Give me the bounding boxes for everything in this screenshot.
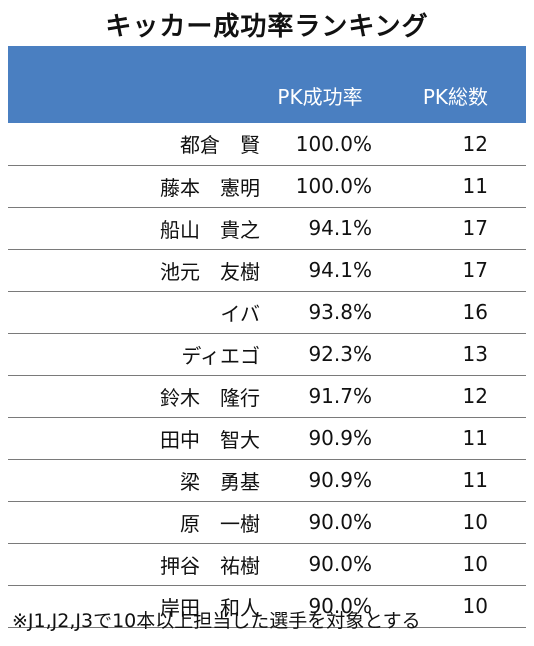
table-row: 梁 勇基 90.9% 11 [8, 459, 526, 501]
success-rate: 90.0% [308, 594, 372, 618]
pk-total: 11 [462, 174, 488, 198]
player-name: 鈴木 隆行 [160, 385, 260, 410]
table-row: 田中 智大 90.9% 11 [8, 417, 526, 459]
success-rate: 90.0% [308, 510, 372, 534]
success-rate: 90.9% [308, 468, 372, 492]
header-total: PK総数 [422, 85, 488, 109]
table-row: イバ 93.8% 16 [8, 291, 526, 333]
table-row: ディエゴ 92.3% 13 [8, 333, 526, 375]
player-name: 押谷 祐樹 [160, 553, 260, 578]
success-rate: 93.8% [308, 300, 372, 324]
player-name: 岸田 和人 [160, 595, 260, 620]
pk-total: 10 [462, 552, 488, 576]
page-title: キッカー成功率ランキング [105, 12, 429, 42]
table-body: 都倉 賢 100.0% 12 藤本 憲明 100.0% 11 船山 貴之 94.1% 17 池元 … [8, 123, 526, 627]
table-row: 船山 貴之 94.1% 17 [8, 207, 526, 249]
player-name: 藤本 憲明 [160, 175, 260, 200]
pk-total: 11 [462, 426, 488, 450]
pk-total: 12 [462, 131, 488, 156]
pk-total: 10 [462, 594, 488, 618]
table-row: 都倉 賢 100.0% 12 [8, 123, 526, 165]
success-rate: 100.0% [295, 131, 372, 156]
pk-total: 12 [462, 384, 488, 408]
pk-total: 11 [462, 468, 488, 492]
success-rate: 90.0% [308, 552, 372, 576]
player-name: ディエゴ [181, 343, 260, 368]
pk-total: 17 [462, 216, 488, 240]
header-name-cell [8, 46, 260, 123]
pk-total: 10 [462, 510, 488, 534]
success-rate: 91.7% [308, 384, 372, 408]
table-row: 押谷 祐樹 90.0% 10 [8, 543, 526, 585]
header-rate: PK成功率 [277, 85, 363, 109]
success-rate: 92.3% [308, 342, 372, 366]
ranking-table: PK成功率 PK総数 都倉 賢 100.0% 12 藤本 憲明 100.0% 11 船山 貴… [8, 46, 526, 628]
player-name: 田中 智大 [160, 427, 260, 452]
player-name: イバ [220, 301, 260, 326]
table-header-row: PK成功率 PK総数 [8, 46, 526, 123]
player-name: 都倉 賢 [180, 133, 260, 158]
table-row: 岸田 和人 90.0% 10 [8, 585, 526, 627]
player-name: 池元 友樹 [160, 259, 260, 284]
player-name: 原 一樹 [180, 511, 260, 536]
success-rate: 94.1% [308, 258, 372, 282]
player-name: 船山 貴之 [160, 217, 260, 242]
table-row: 藤本 憲明 100.0% 11 [8, 165, 526, 207]
success-rate: 94.1% [308, 216, 372, 240]
footnote: ※J1,J2,J3で10本以上担当した選手を対象とする [12, 610, 421, 632]
pk-total: 13 [462, 342, 488, 366]
table-row: 原 一樹 90.0% 10 [8, 501, 526, 543]
pk-total: 16 [462, 300, 488, 324]
table-row: 鈴木 隆行 91.7% 12 [8, 375, 526, 417]
pk-total: 17 [462, 258, 488, 282]
table-row: 池元 友樹 94.1% 17 [8, 249, 526, 291]
success-rate: 100.0% [295, 174, 372, 198]
player-name: 梁 勇基 [180, 469, 260, 494]
success-rate: 90.9% [308, 426, 372, 450]
